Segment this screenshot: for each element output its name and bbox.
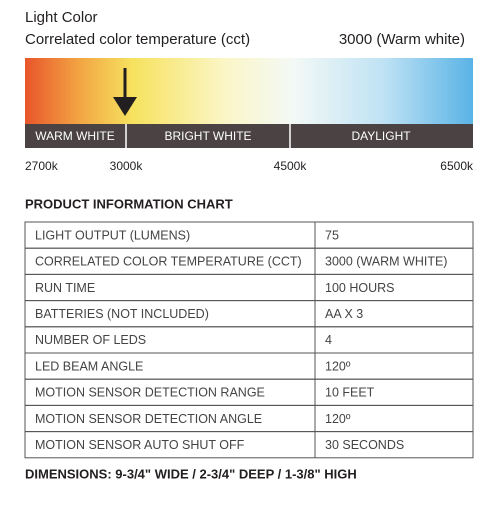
row-value: 4	[325, 333, 332, 347]
scale-tick: 4500k	[274, 159, 308, 173]
row-value: 10 FEET	[325, 386, 375, 400]
row-value: 120º	[325, 359, 351, 373]
row-value: 120º	[325, 412, 351, 426]
row-value: 30 SECONDS	[325, 438, 404, 452]
footer: DIMENSIONS: 9-3/4" WIDE / 2-3/4" DEEP / …	[25, 466, 357, 481]
row-label: MOTION SENSOR AUTO SHUT OFF	[35, 438, 245, 452]
selected-cct: 3000 (Warm white)	[339, 31, 465, 48]
scale-tick: 3000k	[110, 159, 144, 173]
row-label: LED BEAM ANGLE	[35, 359, 143, 373]
row-label: LIGHT OUTPUT (LUMENS)	[35, 228, 190, 242]
row-value: 75	[325, 228, 339, 242]
band-label: WARM WHITE	[35, 129, 115, 143]
row-label: MOTION SENSOR DETECTION ANGLE	[35, 412, 262, 426]
scale-tick: 2700k	[25, 159, 59, 173]
row-value: 100 HOURS	[325, 281, 394, 295]
scale-tick: 6500k	[440, 159, 474, 173]
row-label: RUN TIME	[35, 281, 95, 295]
row-label: BATTERIES (NOT INCLUDED)	[35, 307, 209, 321]
header-subtitle: Correlated color temperature (cct)	[25, 31, 250, 48]
row-label: MOTION SENSOR DETECTION RANGE	[35, 386, 265, 400]
table-title: PRODUCT INFORMATION CHART	[25, 196, 233, 211]
row-label: CORRELATED COLOR TEMPERATURE (CCT)	[35, 255, 302, 269]
arrow	[113, 68, 137, 116]
color-gradient	[25, 58, 473, 124]
info-table: LIGHT OUTPUT (LUMENS) 75 CORRELATED COLOR …	[24, 221, 474, 459]
table-row	[24, 431, 474, 459]
band-label: BRIGHT WHITE	[164, 129, 251, 143]
row-value: AA X 3	[325, 307, 363, 321]
row-value: 3000 (WARM WHITE)	[325, 255, 447, 269]
band-strip	[25, 124, 473, 148]
row-label: NUMBER OF LEDS	[35, 333, 146, 347]
header-title: Light Color	[25, 9, 98, 26]
band-label: DAYLIGHT	[351, 129, 411, 143]
